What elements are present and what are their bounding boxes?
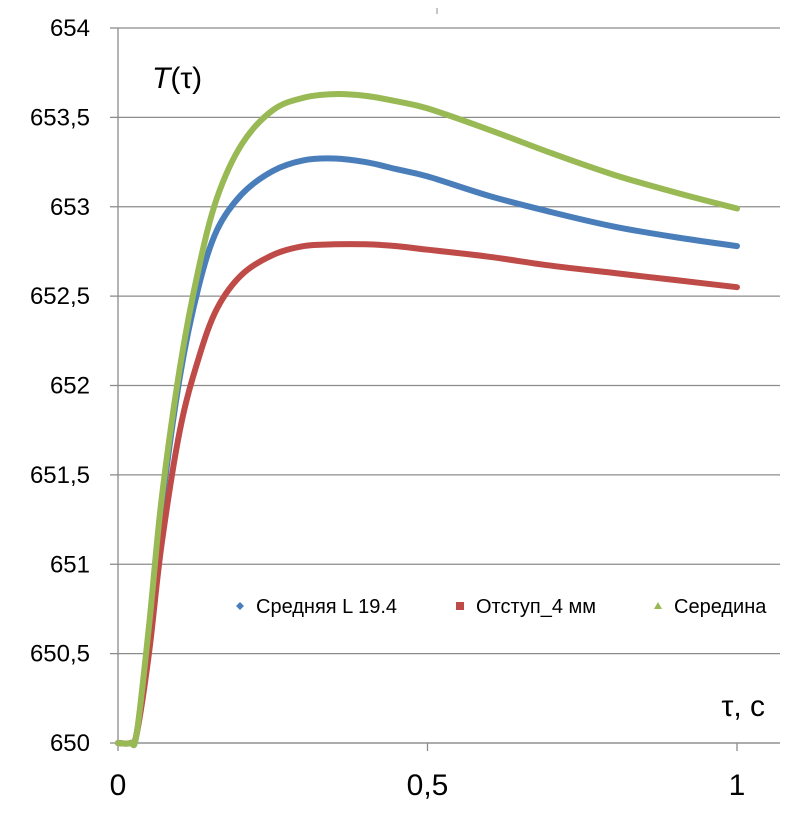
series-line-1	[115, 241, 740, 747]
legend-marker-square	[456, 602, 464, 610]
y-tick-label: 652	[50, 373, 90, 400]
legend-label: Средняя L 19.4	[256, 596, 397, 618]
x-tick-label: 0	[110, 769, 127, 802]
y-tick-label: 650,5	[30, 641, 90, 668]
x-tick-label: 0,5	[407, 769, 449, 802]
x-tick-labels: 0 0,5 1	[110, 769, 746, 802]
x-tick-label: 1	[729, 769, 746, 802]
legend-label: Отступ_4 мм	[476, 596, 596, 618]
y-axis-title: T(τ)	[152, 62, 202, 95]
series-line-0	[115, 155, 740, 748]
legend-marker-triangle	[654, 602, 662, 609]
y-tick-label: 654	[50, 15, 90, 42]
gridlines	[118, 27, 780, 744]
legend-label: Середина	[674, 596, 767, 618]
y-tick-label: 653	[50, 194, 90, 221]
y-tick-label: 650	[50, 730, 90, 757]
y-tick-label: 652,5	[30, 283, 90, 310]
series-line-2	[115, 91, 740, 749]
y-tick-labels: 650 650,5 651 651,5 652 652,5 653 653,5 654	[30, 15, 90, 757]
legend: Средняя L 19.4 Отступ_4 мм Середина	[236, 596, 767, 618]
y-axis-title-var: T	[152, 62, 173, 95]
series-lines	[115, 91, 740, 749]
axes	[110, 8, 780, 751]
y-tick-label: 651	[50, 551, 90, 578]
x-axis-title: τ, с	[721, 690, 765, 723]
y-axis-title-arg: (τ)	[170, 62, 202, 95]
y-tick-label: 653,5	[30, 104, 90, 131]
legend-marker-diamond	[236, 602, 244, 610]
y-tick-label: 651,5	[30, 462, 90, 489]
